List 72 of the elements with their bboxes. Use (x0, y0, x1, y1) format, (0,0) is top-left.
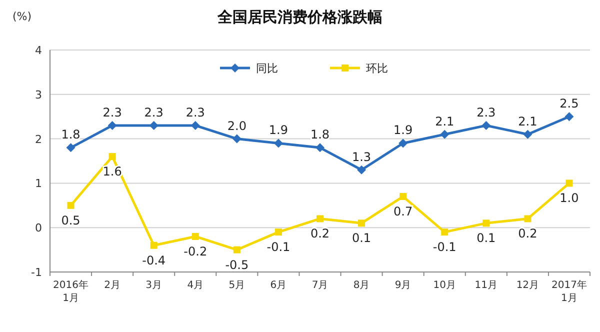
point (274, 228, 282, 236)
point (233, 246, 240, 254)
x-tick-label: 10月 (433, 280, 456, 291)
y-tick-label: 0 (35, 222, 42, 235)
data-label: 2.5 (560, 96, 579, 111)
point (524, 215, 532, 222)
x-tick-label: 11月 (474, 280, 498, 291)
point (192, 232, 199, 240)
point (564, 112, 574, 122)
data-label: 2.3 (476, 105, 496, 120)
data-label: 2.3 (144, 105, 164, 120)
point (566, 180, 573, 187)
y-tick-label: -1 (31, 266, 42, 279)
legend-label: 同比 (256, 62, 278, 75)
point (67, 202, 74, 209)
point (482, 120, 491, 130)
point (108, 120, 117, 130)
data-label: 0.7 (394, 204, 413, 219)
x-tick-label: 3月 (146, 280, 162, 291)
data-label: -0.1 (266, 240, 290, 254)
y-axis-title: (%) (12, 10, 32, 23)
point (66, 143, 76, 152)
x-tick-label: 9月 (394, 280, 412, 291)
data-label: 2.1 (435, 114, 454, 128)
point (357, 165, 366, 174)
data-label: -0.5 (225, 258, 249, 272)
x-tick-label: 2017年 1月 (552, 279, 587, 304)
point (150, 242, 158, 249)
data-label: 2.3 (186, 105, 205, 120)
point (316, 143, 324, 152)
point (441, 228, 448, 236)
point (358, 220, 366, 227)
y-tick-label: 2 (35, 132, 42, 146)
data-label: 0.5 (61, 213, 80, 228)
point (108, 153, 116, 160)
data-label: 1.0 (560, 191, 579, 206)
data-label: 1.8 (61, 128, 80, 142)
data-label: 2.0 (227, 118, 246, 133)
point (398, 138, 408, 148)
data-label: 1.3 (352, 150, 372, 164)
point (523, 130, 532, 139)
legend-label: 环比 (366, 62, 388, 75)
x-tick-label: 5月 (228, 280, 246, 291)
data-label: 1.8 (310, 128, 330, 142)
y-tick-label: 4 (35, 44, 42, 57)
y-tick-label: 1 (35, 177, 42, 190)
x-tick-label: 7月 (312, 280, 328, 291)
data-label: 0.2 (310, 226, 330, 241)
point (482, 220, 490, 227)
point (316, 215, 324, 222)
chart-title: 全国居民消费价格涨跌幅 (216, 8, 382, 26)
data-label: -0.4 (142, 253, 166, 268)
x-tick-label: 4月 (187, 280, 204, 291)
data-label: 0.1 (352, 231, 372, 246)
point (440, 130, 450, 139)
data-label: 2.1 (518, 114, 538, 128)
point (232, 134, 242, 144)
data-label: -0.1 (432, 240, 456, 254)
data-label: -0.2 (184, 244, 208, 258)
point (274, 138, 283, 148)
x-tick-label: 2016年 1月 (53, 279, 88, 304)
y-tick-label: 3 (35, 88, 42, 102)
x-tick-label: 6月 (270, 280, 287, 291)
x-tick-label: 12月 (516, 280, 540, 291)
point (400, 193, 407, 200)
data-label: 1.9 (268, 123, 288, 138)
data-label: 2.3 (102, 105, 122, 120)
x-tick-label: 2月 (104, 280, 120, 291)
data-label: 0.2 (518, 226, 538, 241)
data-label: 0.1 (476, 231, 496, 246)
x-tick-label: 8月 (353, 280, 370, 291)
data-label: 1.9 (394, 123, 413, 138)
